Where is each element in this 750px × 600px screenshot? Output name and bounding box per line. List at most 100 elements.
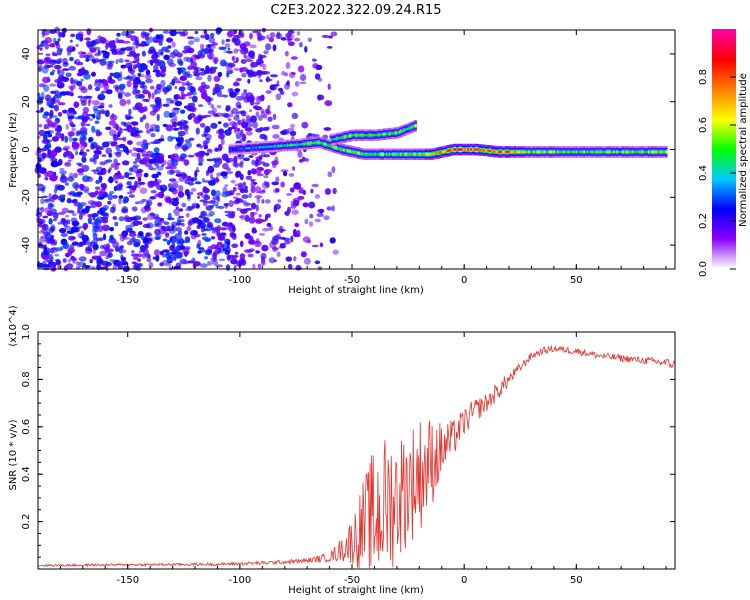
colorbar-band xyxy=(712,231,736,234)
ridge-cell xyxy=(293,143,296,147)
heatmap-cell xyxy=(142,217,148,221)
colorbar-band xyxy=(712,87,736,90)
heatmap-cell xyxy=(233,200,240,205)
heatmap-cell xyxy=(227,157,234,163)
ridge-cell xyxy=(616,150,619,154)
heatmap-cell xyxy=(163,110,171,118)
heatmap-cell xyxy=(108,120,117,126)
heatmap-cell xyxy=(317,266,323,271)
ridge-cell xyxy=(531,150,535,154)
ridge-cell xyxy=(545,150,549,154)
colorbar-band xyxy=(712,201,736,204)
heatmap-cell xyxy=(166,240,171,246)
colorbar-band xyxy=(712,151,736,154)
heatmap-cell xyxy=(176,58,183,65)
heatmap-cell xyxy=(154,89,158,95)
heatmap-cell xyxy=(207,260,212,266)
colorbar-band xyxy=(712,135,736,138)
ridge-cell xyxy=(379,153,382,156)
heatmap-cell xyxy=(172,127,180,131)
heatmap-cell xyxy=(207,74,212,82)
heatmap-cell xyxy=(235,132,242,140)
heatmap-cell xyxy=(265,169,273,173)
ridge-cell xyxy=(487,149,491,152)
heatmap-cell xyxy=(171,183,179,189)
heatmap-cell xyxy=(89,192,97,198)
ridge-cell xyxy=(311,141,315,145)
heatmap-cell xyxy=(153,249,161,256)
heatmap-cell xyxy=(220,232,227,236)
heatmap-cell xyxy=(125,116,130,120)
branch-cell xyxy=(403,129,406,132)
heatmap-cell xyxy=(269,225,273,231)
heatmap-cell xyxy=(112,216,118,220)
heatmap-cell xyxy=(167,212,172,221)
heatmap-cell xyxy=(79,140,87,147)
heatmap-cell xyxy=(167,162,175,169)
colorbar-band xyxy=(712,249,736,252)
colorbar-band xyxy=(712,171,736,174)
heatmap-cell xyxy=(133,215,142,221)
y-tick-label: 0.2 xyxy=(21,514,32,530)
colorbar-band xyxy=(712,81,736,84)
ridge-cell xyxy=(398,153,401,156)
heatmap-cell xyxy=(290,235,294,243)
heatmap-cell xyxy=(265,43,272,51)
heatmap-cell xyxy=(76,80,83,87)
heatmap-cell xyxy=(59,47,64,52)
heatmap-cell xyxy=(163,221,170,225)
heatmap-cell xyxy=(252,263,256,270)
heatmap-cell xyxy=(106,42,112,48)
ridge-cell xyxy=(498,150,502,154)
heatmap-cell xyxy=(86,149,90,152)
heatmap-cell xyxy=(324,100,333,107)
heatmap-cell xyxy=(123,216,130,221)
colorbar-band xyxy=(712,267,736,270)
heatmap-cell xyxy=(73,172,78,179)
heatmap-cell xyxy=(42,76,50,84)
heatmap-cell xyxy=(39,47,43,51)
heatmap-cell xyxy=(312,134,320,137)
colorbar-band xyxy=(712,207,736,210)
heatmap-cell xyxy=(198,162,203,166)
heatmap-cell xyxy=(57,78,63,84)
heatmap-cell xyxy=(194,181,202,185)
branch-cell xyxy=(395,131,398,135)
heatmap-cell xyxy=(150,141,159,145)
heatmap-cell xyxy=(88,136,94,142)
heatmap-cell xyxy=(184,188,190,195)
branch-cell xyxy=(400,130,403,133)
ridge-cell xyxy=(421,153,425,156)
heatmap-cell xyxy=(150,133,156,138)
heatmap-cell xyxy=(149,104,156,108)
colorbar-band xyxy=(712,67,736,70)
branch-cell xyxy=(408,127,411,130)
heatmap-cell xyxy=(165,124,174,132)
heatmap-cell xyxy=(189,191,194,195)
branch-cell xyxy=(409,126,413,129)
heatmap-cell xyxy=(61,207,69,214)
heatmap-cell xyxy=(114,48,123,56)
heatmap-cell xyxy=(206,221,213,228)
heatmap-cell xyxy=(54,89,59,96)
ridge-cell xyxy=(641,150,644,154)
heatmap-cell xyxy=(52,52,58,57)
ridge-cell xyxy=(541,150,544,154)
heatmap-cell xyxy=(99,131,103,136)
colorbar-band xyxy=(712,121,736,124)
heatmap-cell xyxy=(175,173,183,177)
branch-cell xyxy=(351,134,354,137)
heatmap-cell xyxy=(294,222,300,228)
heatmap-cell xyxy=(126,99,131,105)
ridge-cell xyxy=(580,150,583,154)
heatmap-cell xyxy=(76,210,83,214)
ridge-cell xyxy=(542,150,546,154)
heatmap-cell xyxy=(316,213,324,217)
heatmap-cell xyxy=(132,164,140,168)
heatmap-cell xyxy=(151,55,157,60)
heatmap-cell xyxy=(291,112,299,120)
heatmap-cell xyxy=(115,58,119,65)
heatmap-cell xyxy=(221,191,230,198)
heatmap-cell xyxy=(293,199,300,207)
heatmap-cell xyxy=(92,214,96,221)
